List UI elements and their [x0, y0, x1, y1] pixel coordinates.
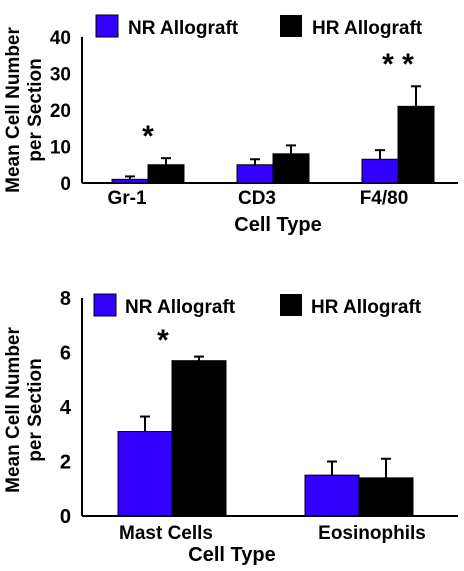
chart-bottom: Mean Cell Number per Section 0 2 4 6 8 M…	[3, 288, 458, 566]
y-ticks: 0 10 20 30 40	[50, 28, 71, 195]
significance-star-f480: * *	[382, 48, 414, 81]
legend-swatch-nr	[93, 293, 117, 317]
y-axis-title-line2: per Section	[25, 58, 46, 161]
x-tick-label-eosinophils: Eosinophils	[318, 523, 426, 544]
y-tick-label: 10	[50, 138, 71, 159]
x-tick-label-cd3: CD3	[238, 188, 276, 209]
legend: NR Allograft HR Allograft	[95, 14, 423, 39]
legend-label-hr: HR Allograft	[312, 18, 423, 39]
bars	[111, 85, 435, 184]
legend-label-hr: HR Allograft	[311, 297, 422, 318]
y-tick-label: 8	[60, 288, 71, 310]
bar-hr-f4-80	[397, 105, 435, 184]
y-tick-label: 40	[50, 28, 71, 49]
legend: NR Allograft HR Allograft	[93, 293, 422, 318]
chart-top: Mean Cell Number per Section 0 10 20 30 …	[3, 14, 458, 236]
legend-label-nr: NR Allograft	[125, 297, 236, 318]
bar-nr-mast-cells	[117, 431, 173, 517]
significance-star-mast-cells: *	[157, 324, 169, 357]
x-tick-label-mast-cells: Mast Cells	[119, 523, 213, 544]
x-tick-label-gr1: Gr-1	[107, 188, 147, 209]
legend-swatch-hr	[280, 294, 302, 316]
x-axis-title: Cell Type	[188, 544, 275, 566]
y-ticks: 0 2 4 6 8	[60, 288, 72, 528]
y-axis-title-line1: Mean Cell Number	[3, 327, 24, 493]
y-tick-label: 4	[60, 397, 72, 419]
bars	[117, 355, 414, 517]
bar-nr-eosinophils	[304, 474, 360, 517]
y-tick-label: 0	[60, 506, 71, 528]
significance-star-gr1: *	[142, 120, 154, 153]
x-tick-labels: Mast Cells Eosinophils	[119, 523, 426, 544]
x-axis-title: Cell Type	[234, 214, 321, 236]
y-tick-label: 6	[60, 343, 71, 365]
bar-hr-gr-1	[147, 164, 185, 184]
x-tick-label-f480: F4/80	[360, 188, 409, 209]
bar-nr-cd3	[236, 164, 274, 184]
bar-nr-f4-80	[361, 158, 399, 184]
bar-hr-eosinophils	[358, 477, 414, 517]
y-axis-title-line1: Mean Cell Number	[3, 27, 24, 193]
bar-nr-gr-1	[111, 178, 149, 184]
legend-swatch-hr	[280, 15, 302, 37]
y-tick-label: 20	[50, 101, 71, 122]
y-tick-label: 30	[50, 65, 71, 86]
y-axis-title-line2: per Section	[25, 358, 46, 461]
bar-hr-cd3	[272, 153, 310, 184]
legend-label-nr: NR Allograft	[128, 18, 239, 39]
bar-hr-mast-cells	[171, 360, 227, 517]
x-tick-labels: Gr-1 CD3 F4/80	[107, 188, 408, 209]
y-tick-label: 2	[60, 452, 71, 474]
y-tick-label: 0	[60, 174, 71, 195]
legend-swatch-nr	[95, 14, 119, 38]
